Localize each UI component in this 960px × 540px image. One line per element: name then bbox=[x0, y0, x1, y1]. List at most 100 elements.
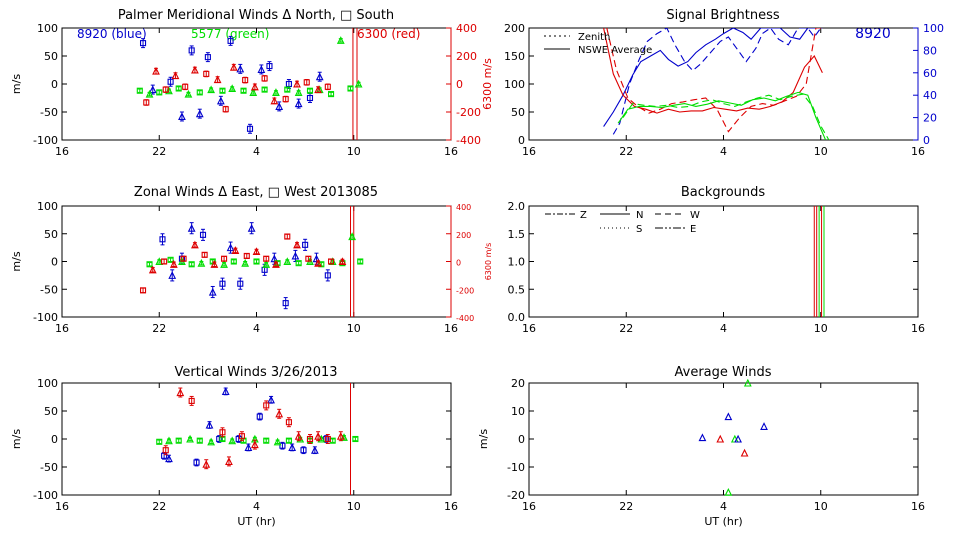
meridional-5577-marker-square bbox=[306, 87, 314, 94]
zonal-6300-marker-triangle bbox=[252, 247, 261, 256]
vertical-8920-marker-square bbox=[256, 413, 263, 420]
backgrounds-legend-label: E bbox=[690, 224, 696, 235]
vertical-6300-marker-triangle bbox=[275, 409, 284, 418]
meridional-8920-marker-square bbox=[306, 94, 314, 102]
meridional-6300-marker-square bbox=[242, 77, 249, 84]
meridional-right-tick-label: -400 bbox=[456, 134, 481, 147]
vertical-5577-marker-triangle bbox=[228, 436, 237, 445]
vertical-8920-marker-triangle bbox=[221, 387, 230, 395]
zonal-y-axis-label: m/s bbox=[10, 251, 23, 271]
brightness-right-tick-label: 0 bbox=[923, 134, 930, 147]
vertical-8920-marker-square bbox=[216, 435, 223, 443]
brightness-series-5577-zenith bbox=[622, 93, 830, 140]
brightness-label: 8920 bbox=[855, 26, 891, 42]
meridional-x-tick-label: 16 bbox=[55, 145, 69, 158]
zonal-6300-marker-triangle bbox=[191, 240, 199, 249]
panel-vertical-winds: Vertical Winds 3/26/2013 16 22 4 10 16 100 50 0… bbox=[10, 365, 458, 528]
vertical-5577-marker-square bbox=[196, 437, 203, 444]
brightness-title: Signal Brightness bbox=[666, 8, 780, 23]
vertical-5577-marker-triangle bbox=[165, 436, 173, 445]
zonal-8920-marker-triangle bbox=[187, 223, 196, 232]
legend-red-label: 6300 (red) bbox=[357, 27, 420, 41]
meridional-6300-marker-square bbox=[324, 83, 331, 90]
brightness-y-tick-label: 200 bbox=[504, 22, 525, 35]
meridional-6300-marker-triangle bbox=[229, 62, 238, 71]
meridional-6300-marker-triangle bbox=[293, 79, 301, 88]
brightness-right-tick-label: 60 bbox=[923, 67, 937, 80]
zonal-5577-marker-triangle bbox=[283, 257, 292, 266]
vertical-6300-marker-square bbox=[263, 402, 270, 409]
vertical-5577-marker-square bbox=[352, 435, 359, 443]
vertical-6300-marker-square bbox=[219, 429, 226, 436]
meridional-5577-marker-triangle bbox=[336, 36, 345, 44]
vertical-y-tick-label: -50 bbox=[40, 461, 58, 474]
vertical-x-tick-label: 16 bbox=[55, 500, 69, 513]
vertical-8920-marker-triangle bbox=[165, 454, 173, 463]
meridional-y-tick-label: -100 bbox=[33, 134, 58, 147]
zonal-5577-marker-square bbox=[188, 261, 195, 268]
vertical-6300-marker-square bbox=[324, 435, 331, 443]
zonal-6300-marker-square bbox=[139, 287, 147, 294]
average-x-tick-label: 4 bbox=[720, 500, 727, 513]
meridional-x-tick-label: 10 bbox=[347, 145, 361, 158]
meridional-5577-marker-square bbox=[196, 89, 203, 96]
zonal-6300-marker-square bbox=[263, 255, 270, 262]
average-blue-marker-triangle bbox=[724, 412, 733, 421]
zonal-right-tick-label: -200 bbox=[456, 286, 474, 295]
meridional-6300-marker-square bbox=[303, 79, 310, 86]
meridional-8920-marker-square bbox=[188, 47, 195, 54]
brightness-y-tick-label: 150 bbox=[504, 50, 525, 63]
panel-zonal-winds: Zonal Winds Δ East, □ West 2013085 16 22 4… bbox=[10, 185, 493, 335]
zonal-x-tick-label: 4 bbox=[253, 322, 260, 335]
vertical-y-tick-label: 50 bbox=[44, 405, 58, 418]
zonal-right-tick-label: -400 bbox=[456, 314, 474, 323]
legend-blue-label: 8920 (blue) bbox=[77, 27, 147, 41]
brightness-series-6300-zenith bbox=[606, 28, 823, 133]
panel-meridional-winds: Palmer Meridional Winds Δ North, □ South… bbox=[10, 8, 494, 158]
vertical-8920-marker-triangle bbox=[205, 420, 214, 429]
vertical-x-tick-label: 10 bbox=[347, 500, 361, 513]
backgrounds-x-tick-label: 4 bbox=[720, 322, 727, 335]
zonal-y-tick-label: -50 bbox=[40, 283, 58, 296]
vertical-x-axis-label: UT (hr) bbox=[237, 515, 275, 528]
meridional-x-tick-label: 22 bbox=[152, 145, 166, 158]
meridional-6300-marker-triangle bbox=[250, 82, 259, 91]
meridional-right-axis-label: 6300 m/s bbox=[481, 58, 494, 110]
zonal-right-tick-label: 200 bbox=[456, 231, 471, 240]
brightness-right-tick-label: 100 bbox=[923, 22, 944, 35]
zonal-6300-marker-square bbox=[201, 251, 208, 258]
zonal-5577-marker-triangle bbox=[197, 258, 206, 267]
vertical-5577-marker-triangle bbox=[186, 434, 194, 443]
brightness-y-tick-label: 50 bbox=[511, 106, 525, 119]
average-y-tick-label: -10 bbox=[507, 461, 525, 474]
meridional-right-tick-label: -200 bbox=[456, 106, 481, 119]
brightness-legend-average-label: NSWE Average bbox=[578, 45, 652, 56]
meridional-8920-marker-triangle bbox=[275, 102, 284, 110]
zonal-5577-marker-triangle bbox=[262, 260, 271, 268]
meridional-5577-marker-square bbox=[347, 85, 354, 92]
zonal-8920-marker-triangle bbox=[226, 243, 235, 252]
zonal-6300-marker-square bbox=[284, 233, 291, 240]
meridional-right-tick-label: 200 bbox=[456, 50, 477, 63]
meridional-6300-marker-triangle bbox=[191, 65, 199, 74]
average-plot-frame bbox=[528, 382, 919, 496]
meridional-5577-marker-triangle bbox=[184, 89, 193, 98]
vertical-6300-marker-triangle bbox=[202, 459, 211, 468]
zonal-6300-marker-square bbox=[243, 252, 250, 259]
legend-green-label: 5577 (green) bbox=[191, 27, 269, 41]
zonal-6300-marker-triangle bbox=[272, 260, 280, 268]
zonal-5577-marker-square bbox=[295, 260, 302, 267]
average-y-tick-label: 0 bbox=[518, 433, 525, 446]
zonal-5577-marker-square bbox=[253, 258, 260, 265]
zonal-6300-marker-square bbox=[161, 258, 168, 265]
zonal-5577-marker-square bbox=[318, 261, 325, 268]
vertical-8920-marker-triangle bbox=[310, 445, 319, 454]
zonal-6300-marker-square bbox=[305, 255, 312, 262]
brightness-series-8920-nswe-average bbox=[603, 28, 823, 127]
meridional-title: Palmer Meridional Winds Δ North, □ South bbox=[118, 8, 394, 23]
brightness-legend-zenith-label: Zenith bbox=[578, 32, 610, 43]
meridional-5577-marker-square bbox=[136, 87, 143, 94]
vertical-8920-marker-triangle bbox=[267, 395, 275, 404]
average-x-tick-label: 22 bbox=[619, 500, 633, 513]
